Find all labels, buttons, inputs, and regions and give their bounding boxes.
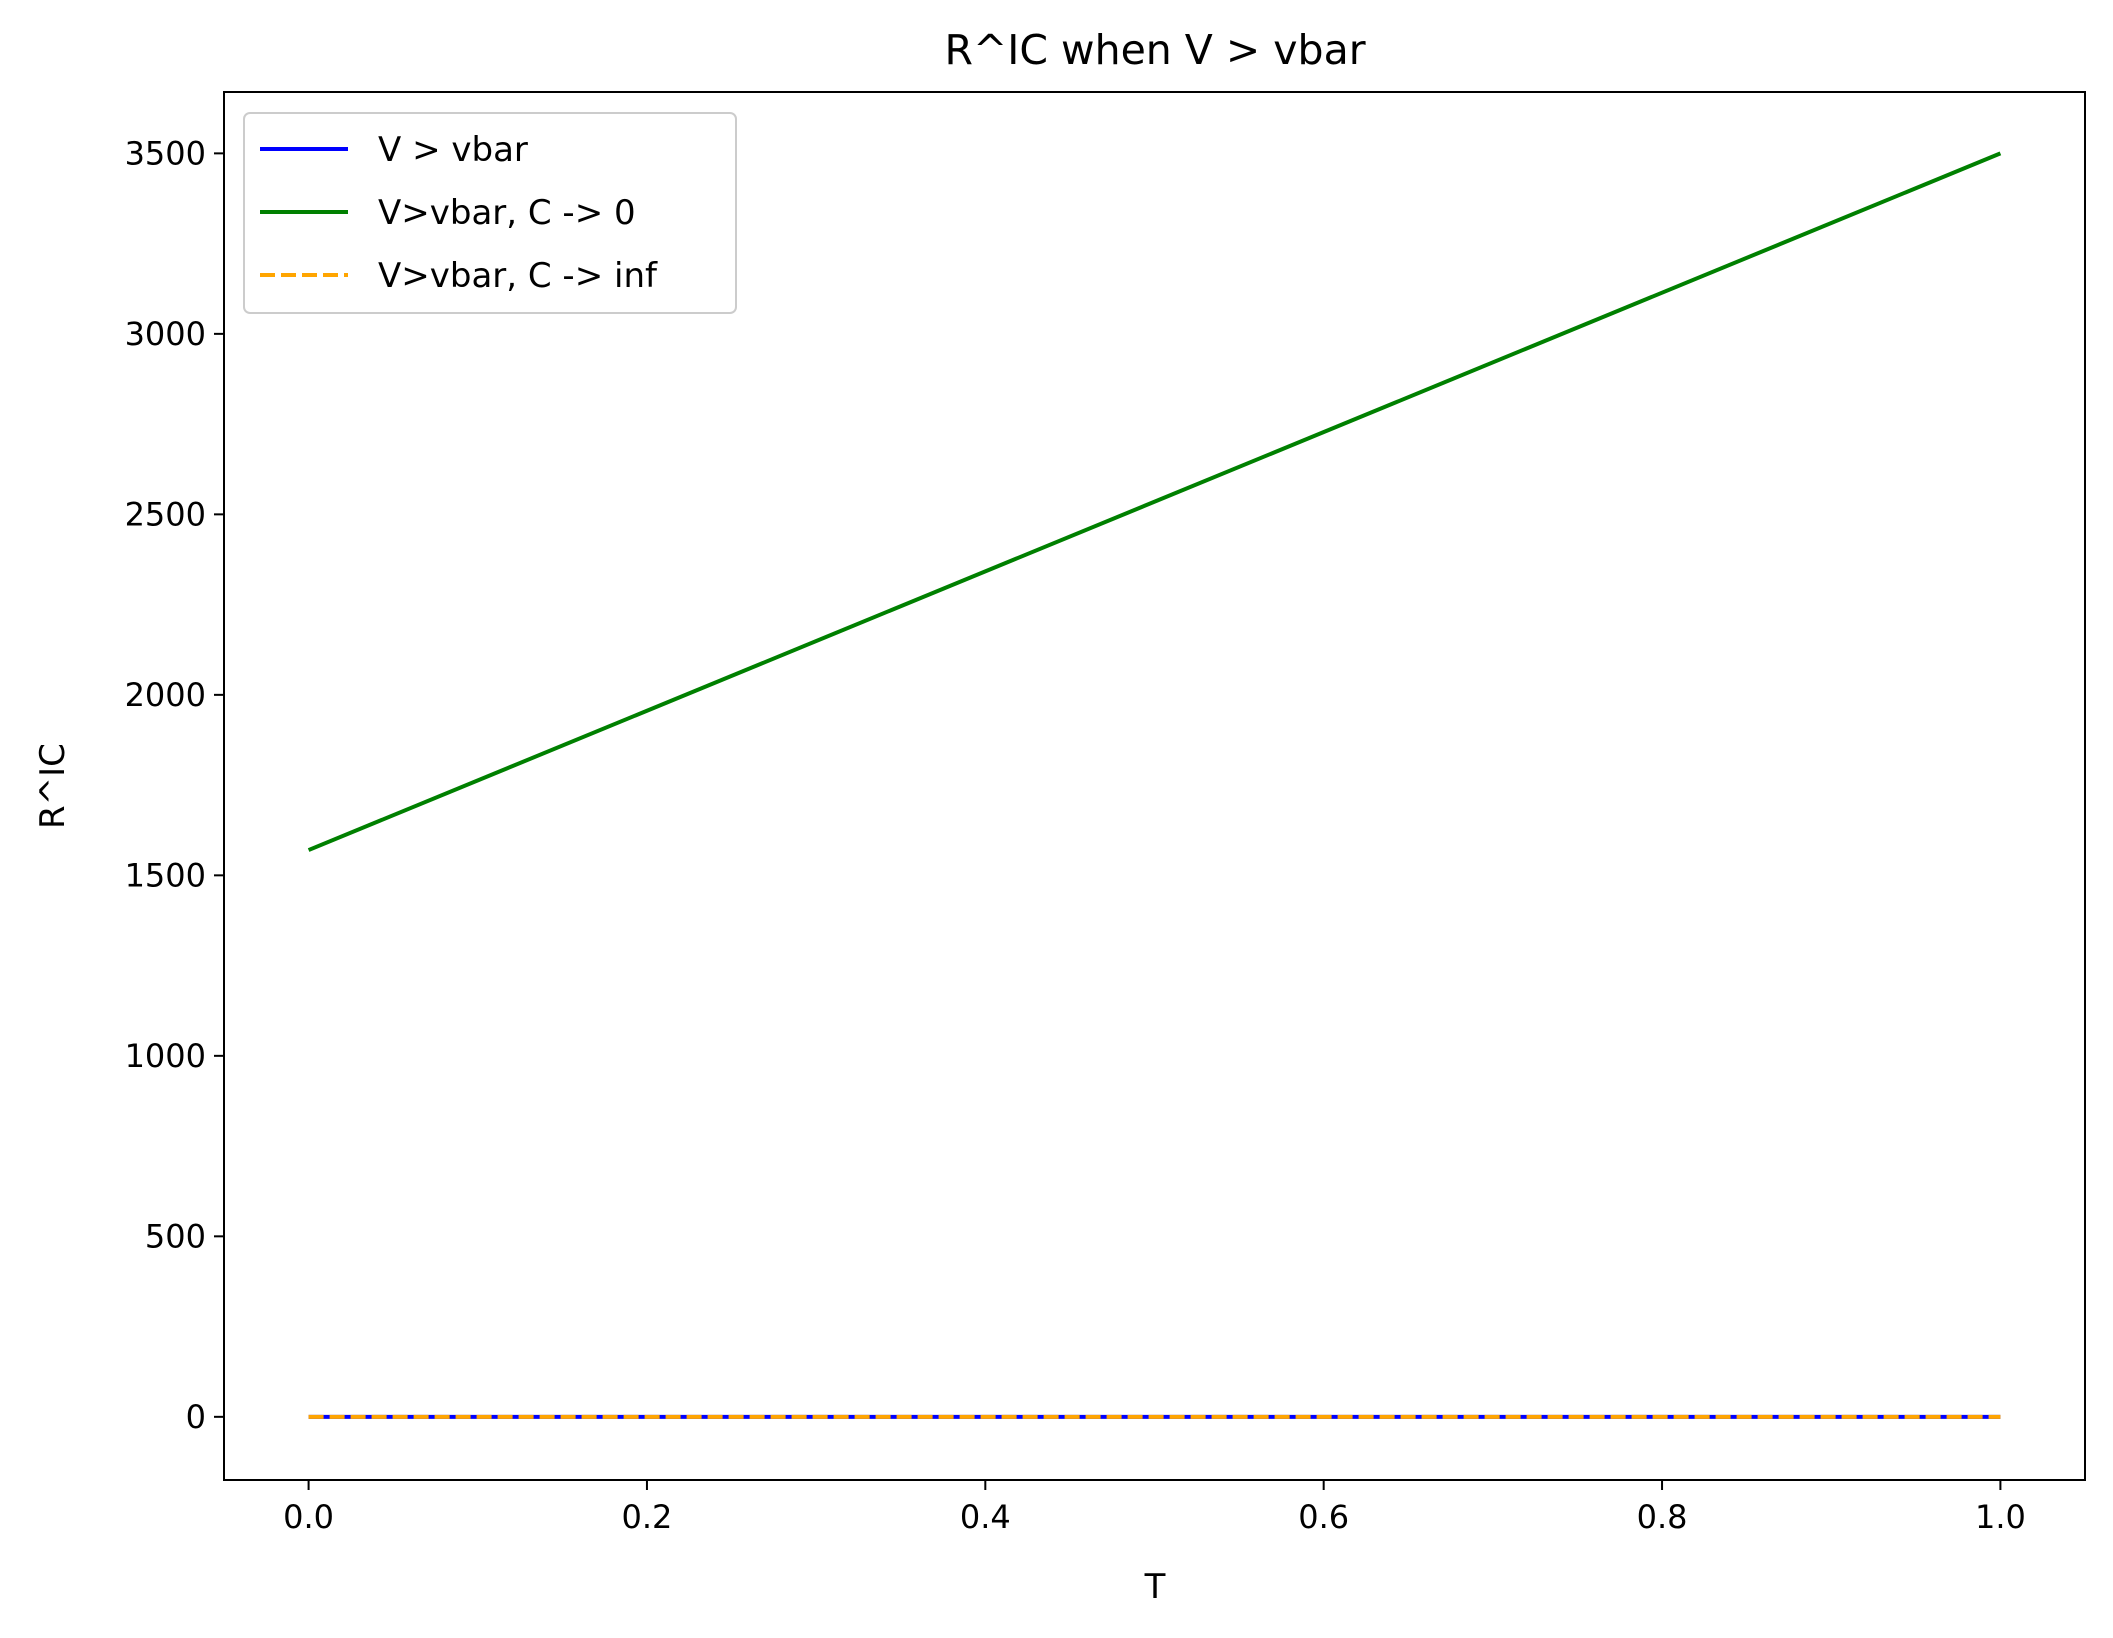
y-tick-label: 2000 — [125, 676, 206, 714]
x-axis: 0.0 0.2 0.4 0.6 0.8 1.0 — [283, 1480, 2026, 1536]
legend-label: V>vbar, C -> 0 — [378, 193, 636, 233]
y-axis: 0 500 1000 1500 2000 2500 3000 3500 — [125, 134, 224, 1436]
y-tick-label: 2500 — [125, 495, 206, 533]
x-tick-label: 1.0 — [1975, 1498, 2026, 1536]
legend-label: V>vbar, C -> inf — [378, 256, 658, 296]
legend-label: V > vbar — [378, 130, 528, 170]
y-tick-label: 1000 — [125, 1037, 206, 1075]
legend-box — [243, 112, 737, 314]
y-tick-label: 500 — [145, 1217, 206, 1255]
series-layer — [307, 151, 2002, 1419]
y-tick-label: 0 — [186, 1398, 206, 1436]
series-line-v-vbar-c-0 — [307, 151, 2002, 852]
y-axis-label: R^IC — [33, 743, 73, 829]
y-tick-label: 1500 — [125, 856, 206, 894]
x-tick-label: 0.8 — [1637, 1498, 1688, 1536]
y-tick-label: 3000 — [125, 315, 206, 353]
x-axis-label: T — [1144, 1567, 1166, 1607]
x-tick-label: 0.4 — [960, 1498, 1011, 1536]
legend: V > vbar V>vbar, C -> 0 V>vbar, C -> inf — [243, 112, 737, 314]
x-tick-label: 0.6 — [1298, 1498, 1349, 1536]
y-tick-label: 3500 — [125, 134, 206, 172]
x-tick-label: 0.2 — [622, 1498, 673, 1536]
plot-frame — [223, 91, 2086, 1481]
chart-title: R^IC when V > vbar — [944, 26, 1365, 74]
x-tick-label: 0.0 — [283, 1498, 334, 1536]
